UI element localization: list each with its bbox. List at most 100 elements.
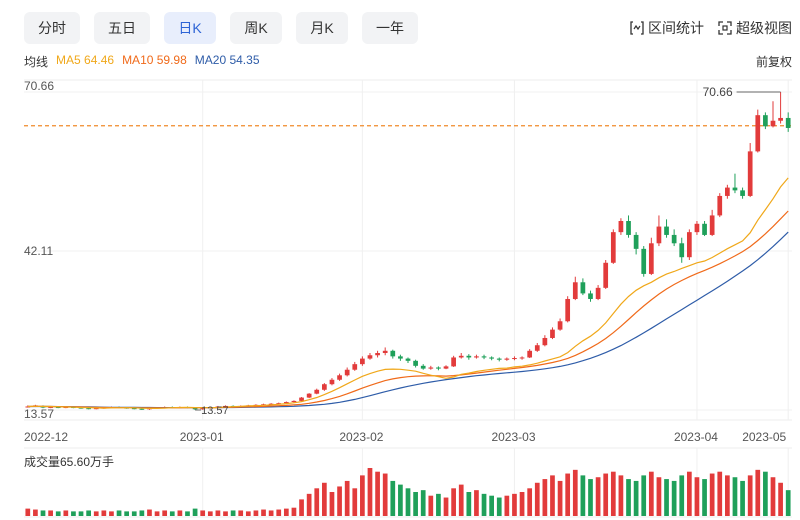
volume-bar (367, 468, 373, 516)
volume-bar (329, 492, 335, 516)
x-tick-label: 2022-12 (24, 430, 68, 444)
super-view-button[interactable]: 超级视图 (718, 18, 792, 38)
candle-body (550, 329, 555, 338)
candle-body (451, 357, 456, 367)
candle-body (436, 367, 441, 369)
candle-body (474, 356, 479, 358)
volume-bar (618, 475, 624, 516)
candle-body (534, 345, 540, 351)
tab-intraday[interactable]: 分时 (24, 12, 80, 44)
volume-bar (261, 509, 266, 516)
volume-bar (360, 475, 365, 516)
candle-body (717, 195, 723, 216)
ma5-value: MA5 64.46 (56, 53, 115, 67)
volume-bar (489, 495, 495, 516)
volume-bar (740, 480, 745, 516)
volume-bar (671, 480, 677, 516)
candle-body (329, 379, 335, 385)
candle-body (671, 234, 677, 244)
candle-body (610, 232, 616, 263)
volume-bar (245, 511, 251, 516)
range-stats-label: 区间统计 (648, 20, 704, 36)
ma20-line (27, 231, 789, 409)
volume-bar (451, 488, 456, 516)
ma10-value: MA10 59.98 (122, 53, 187, 67)
candle-body (595, 287, 601, 299)
volume-bar (702, 479, 707, 516)
candle-body (770, 120, 776, 127)
tab-one-year[interactable]: 一年 (362, 12, 418, 44)
candle-body (192, 407, 198, 410)
volume-bar (215, 510, 221, 516)
volume-bar (603, 473, 609, 516)
volume-label: 成交量65.60万手 (24, 455, 115, 469)
volume-bar (223, 511, 228, 516)
volume-bar (785, 490, 791, 516)
volume-bar (428, 495, 434, 516)
candle-body (618, 221, 624, 233)
volume-bar (86, 510, 91, 516)
volume-bar (306, 493, 312, 516)
candle-body (557, 321, 563, 330)
volume-bar (557, 480, 563, 516)
volume-bar (550, 475, 555, 516)
ma-title: 均线 (24, 55, 49, 69)
candle-body (732, 187, 738, 191)
candle-body (299, 397, 304, 401)
candle-body (291, 400, 297, 403)
volume-bar (717, 471, 723, 516)
range-stats-button[interactable]: 区间统计 (630, 18, 704, 38)
candle-body (405, 358, 411, 361)
volume-bar (299, 499, 304, 516)
tab-daily-k[interactable]: 日K (164, 12, 216, 44)
candle-body (458, 355, 464, 358)
candle-body (428, 367, 434, 369)
volume-bar (101, 510, 107, 516)
volume-bar (686, 471, 692, 516)
candle-body (603, 262, 609, 288)
expand-icon (718, 21, 732, 35)
volume-bar (200, 510, 206, 516)
volume-bar (71, 511, 76, 516)
volume-bar (321, 482, 327, 516)
x-tick-label: 2023-02 (339, 430, 383, 444)
candle-body (572, 282, 578, 299)
volume-bar (33, 509, 38, 516)
candle-body (740, 190, 745, 196)
volume-bar (283, 508, 289, 516)
candle-body (565, 298, 571, 322)
volume-bar (512, 493, 517, 516)
volume-bar (420, 490, 426, 516)
volume-bar (25, 508, 31, 516)
tab-five-day[interactable]: 五日 (94, 12, 150, 44)
super-view-label: 超级视图 (736, 20, 792, 36)
volume-bar (474, 490, 479, 516)
volume-bar (725, 475, 730, 516)
candle-body (131, 408, 137, 410)
volume-bar (519, 492, 525, 516)
volume-bar (147, 509, 152, 516)
candle-body (702, 223, 707, 235)
x-tick-label: 2023-01 (180, 430, 224, 444)
period-tabs: 分时 五日 日K 周K 月K 一年 (24, 12, 418, 44)
candle-body (747, 151, 753, 196)
y-tick-label: 42.11 (24, 244, 53, 258)
volume-bar (778, 482, 783, 516)
candle-body (48, 407, 53, 409)
volume-bar (595, 477, 601, 516)
candle-body (504, 358, 510, 360)
x-tick-label: 2023-04 (674, 430, 718, 444)
candle-body (466, 355, 472, 358)
volume-bar (679, 475, 685, 516)
volume-bar (78, 511, 84, 516)
volume-bar (109, 511, 114, 516)
range-bracket-icon (630, 21, 644, 35)
volume-bar (610, 471, 616, 516)
volume-bar (48, 510, 53, 516)
tab-weekly-k[interactable]: 周K (230, 12, 282, 44)
candle-body (375, 353, 380, 356)
volume-bar (466, 492, 472, 516)
volume-bar (641, 475, 647, 516)
adjust-toggle[interactable]: 前复权 (755, 55, 792, 69)
tab-monthly-k[interactable]: 月K (296, 12, 348, 44)
